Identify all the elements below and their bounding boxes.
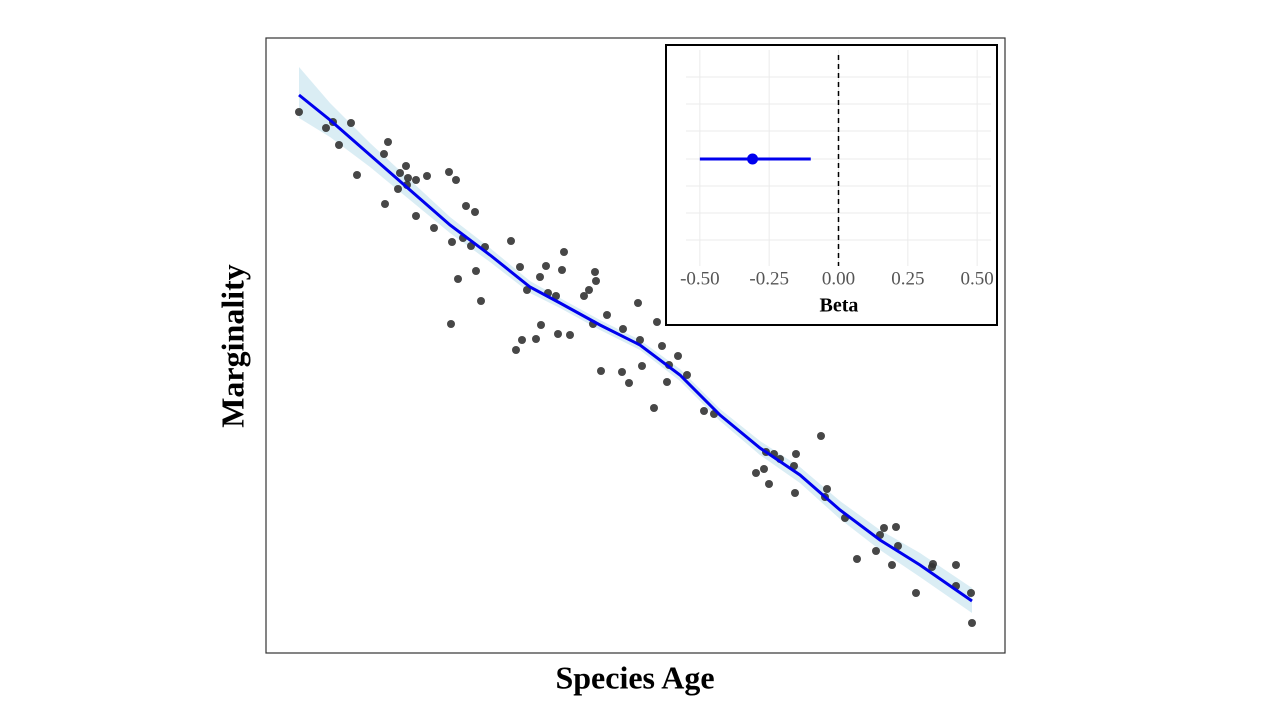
point	[518, 336, 526, 344]
x-tick-label: 0.00	[822, 268, 855, 289]
point	[347, 119, 355, 127]
x-tick-label: 0.25	[891, 268, 924, 289]
point	[381, 200, 389, 208]
point	[952, 561, 960, 569]
point	[653, 318, 661, 326]
point	[558, 266, 566, 274]
point	[638, 362, 646, 370]
point	[618, 368, 626, 376]
point	[445, 168, 453, 176]
point	[396, 169, 404, 177]
inset-x-label: Beta	[820, 295, 859, 317]
point	[454, 275, 462, 283]
point	[912, 589, 920, 597]
point	[592, 277, 600, 285]
point	[823, 485, 831, 493]
point	[532, 335, 540, 343]
estimate-point	[747, 153, 759, 165]
point	[536, 273, 544, 281]
point	[537, 321, 545, 329]
point	[560, 248, 568, 256]
point	[634, 299, 642, 307]
y-axis-label: Marginality	[214, 264, 250, 428]
fit-line	[298, 93, 973, 603]
point	[674, 352, 682, 360]
point	[700, 407, 708, 415]
point	[625, 379, 633, 387]
point	[335, 141, 343, 149]
point	[447, 320, 455, 328]
point	[880, 524, 888, 532]
x-tick-label: -0.50	[680, 268, 720, 289]
point	[765, 480, 773, 488]
point	[471, 208, 479, 216]
point	[542, 262, 550, 270]
point	[853, 555, 861, 563]
point	[892, 523, 900, 531]
point	[683, 371, 691, 379]
point	[412, 176, 420, 184]
point	[894, 542, 902, 550]
point	[929, 560, 937, 568]
point	[663, 378, 671, 386]
point	[968, 619, 976, 627]
point	[791, 489, 799, 497]
point	[353, 171, 361, 179]
point	[295, 108, 303, 116]
inset-frame	[665, 44, 998, 326]
main-plot	[295, 67, 976, 627]
point	[566, 331, 574, 339]
point	[507, 237, 515, 245]
point	[516, 263, 524, 271]
plot-frame	[265, 37, 1006, 654]
point	[462, 202, 470, 210]
point	[760, 465, 768, 473]
point	[477, 297, 485, 305]
point	[619, 325, 627, 333]
x-axis-label: Species Age	[555, 659, 714, 695]
point	[650, 404, 658, 412]
point	[322, 124, 330, 132]
point	[585, 286, 593, 294]
point	[580, 292, 588, 300]
point	[423, 172, 431, 180]
point	[872, 547, 880, 555]
point	[412, 212, 420, 220]
point	[404, 174, 412, 182]
x-tick-label: -0.25	[749, 268, 789, 289]
point	[888, 561, 896, 569]
point	[603, 311, 611, 319]
point	[452, 176, 460, 184]
point	[472, 267, 480, 275]
point	[554, 330, 562, 338]
point	[817, 432, 825, 440]
point	[752, 469, 760, 477]
point	[448, 238, 456, 246]
point	[552, 292, 560, 300]
point	[394, 185, 402, 193]
point	[430, 224, 438, 232]
point	[591, 268, 599, 276]
point	[384, 138, 392, 146]
point	[512, 346, 520, 354]
point	[597, 367, 605, 375]
point	[636, 336, 644, 344]
point	[967, 589, 975, 597]
point	[402, 162, 410, 170]
point	[380, 150, 388, 158]
inset-plot: -0.50 -0.25 0.00 0.25 0.50	[680, 50, 994, 289]
point	[792, 450, 800, 458]
x-tick-label: 0.50	[961, 268, 994, 289]
point	[658, 342, 666, 350]
